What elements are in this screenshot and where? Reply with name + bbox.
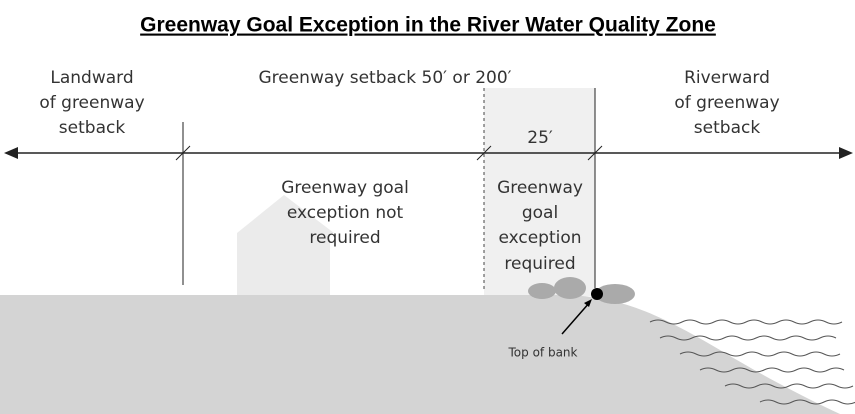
area-label: Greenway goal	[281, 178, 409, 198]
arrow-right	[839, 147, 853, 159]
diagram: Greenway Goal Exception in the River Wat…	[0, 0, 855, 414]
area-label: required	[504, 254, 575, 274]
arrow-left	[4, 147, 18, 159]
zone-label: of greenway	[39, 93, 144, 113]
zone-label: Riverward	[684, 68, 770, 88]
zone-label: of greenway	[674, 93, 779, 113]
buffer-label: 25′	[527, 128, 553, 148]
callout-label: Top of bank	[508, 346, 578, 360]
area-label: Greenway	[497, 178, 583, 198]
area-label: goal	[522, 203, 558, 223]
top-of-bank-marker	[591, 288, 603, 300]
zone-label: setback	[694, 118, 761, 138]
zone-label: Landward	[50, 68, 133, 88]
ground	[0, 295, 840, 414]
zone-label: setback	[59, 118, 126, 138]
area-label: exception not	[287, 203, 404, 223]
area-label: required	[309, 228, 380, 248]
title: Greenway Goal Exception in the River Wat…	[140, 14, 716, 37]
zone-label: Greenway setback 50′ or 200′	[258, 68, 511, 88]
area-label: exception	[498, 228, 581, 248]
